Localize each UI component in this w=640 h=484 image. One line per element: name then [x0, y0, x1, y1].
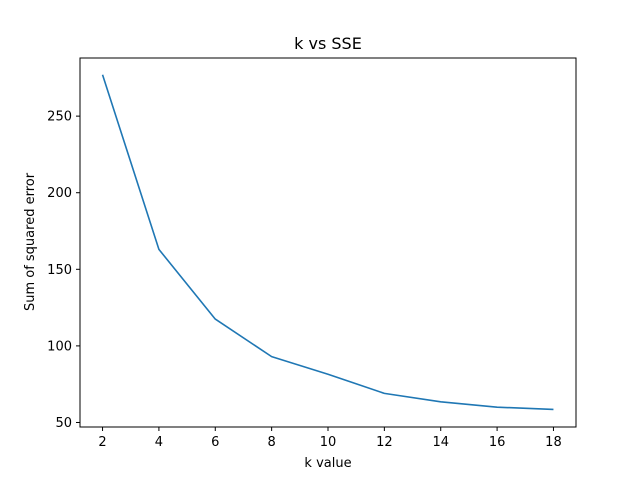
- x-tick-label: 12: [376, 435, 393, 450]
- y-tick-label: 100: [47, 339, 72, 354]
- axes-frame: [79, 57, 577, 428]
- series-line: [101, 74, 554, 411]
- x-axis-label: k value: [304, 456, 351, 471]
- y-axis-label: Sum of squared error: [23, 172, 38, 311]
- plot-area: [79, 57, 577, 428]
- x-tick-label: 10: [320, 435, 337, 450]
- x-tick-label: 4: [155, 435, 163, 450]
- y-tick-label: 250: [47, 110, 72, 125]
- y-tick-label: 150: [47, 263, 72, 278]
- y-tick-label: 200: [47, 186, 72, 201]
- x-tick-label: 2: [98, 435, 106, 450]
- x-tick-label: 6: [211, 435, 219, 450]
- y-axis-ticks: 50 100 150 200 250: [47, 110, 80, 431]
- x-tick-label: 16: [489, 435, 506, 450]
- x-tick-label: 18: [545, 435, 562, 450]
- x-tick-label: 8: [267, 435, 275, 450]
- y-tick-label: 50: [55, 416, 72, 431]
- chart-title: k vs SSE: [294, 34, 362, 53]
- x-tick-label: 14: [432, 435, 449, 450]
- x-axis-ticks: 2 4 6 8 10 12 14 16 18: [98, 427, 562, 450]
